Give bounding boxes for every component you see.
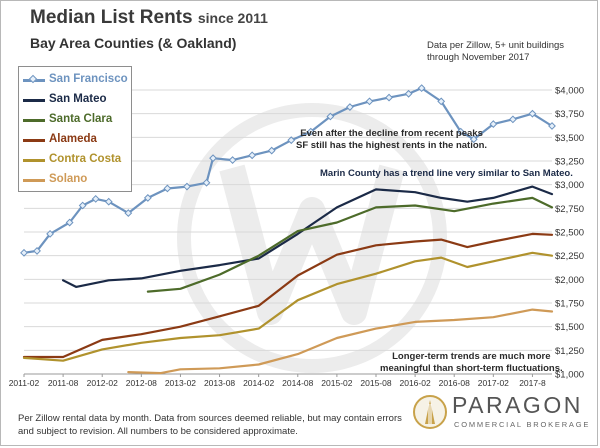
y-tick-label: $3,250: [555, 157, 584, 168]
legend-label: Alameda: [49, 133, 97, 145]
annotation-marin: Marin County has a trend line very simil…: [320, 168, 573, 180]
x-tick-label: 2013-02: [165, 378, 196, 388]
legend-item-solano: Solano: [19, 171, 133, 190]
annotation-sf-peak: Even after the decline from recent peaks…: [296, 128, 487, 152]
legend-label: Contra Costa: [49, 153, 121, 165]
annotation-long-term-line-2: meaningful than short-term fluctuations.: [380, 363, 563, 375]
legend-item-alameda: Alameda: [19, 131, 133, 150]
y-tick-label: $3,000: [555, 180, 584, 191]
legend-item-contra-costa: Contra Costa: [19, 151, 133, 170]
y-tick-label: $2,750: [555, 204, 584, 215]
annotation-long-term: Longer-term trends are much more meaning…: [380, 351, 563, 375]
y-tick-label: $3,500: [555, 133, 584, 144]
x-tick-label: 2017-8: [519, 378, 546, 388]
legend-label: Santa Clara: [49, 113, 112, 125]
legend-swatch: [23, 119, 45, 122]
x-tick-label: 2012-02: [87, 378, 118, 388]
footer-line-2: and subject to revision. All numbers to …: [18, 425, 402, 438]
legend-label: San Mateo: [49, 93, 107, 105]
legend-swatch: [23, 139, 45, 142]
annotation-sf-peak-line-1: Even after the decline from recent peaks: [296, 128, 487, 140]
legend-swatch: [23, 99, 45, 102]
x-tick-label: 2013-08: [204, 378, 235, 388]
x-tick-label: 2011-08: [48, 378, 79, 388]
x-tick-label: 2014-02: [243, 378, 274, 388]
x-tick-label: 2011-02: [9, 378, 40, 388]
x-tick-label: 2016-02: [400, 378, 431, 388]
x-tick-label: 2015-02: [321, 378, 352, 388]
legend-marker-icon: [29, 75, 37, 83]
logo-brand: PARAGON: [452, 392, 583, 419]
x-tick-label: 2017-02: [478, 378, 509, 388]
annotation-sf-peak-line-2: SF still has the highest rents in the na…: [296, 140, 487, 152]
footer-line-1: Per Zillow rental data by month. Data fr…: [18, 412, 402, 425]
y-tick-label: $1,500: [555, 322, 584, 333]
legend-swatch: [23, 159, 45, 162]
x-tick-label: 2016-08: [439, 378, 470, 388]
paragon-logo-icon: [412, 390, 448, 436]
y-tick-label: $3,750: [555, 109, 584, 120]
legend-item-san-francisco: San Francisco: [19, 71, 133, 90]
legend-swatch: [23, 79, 45, 82]
legend-item-santa-clara: Santa Clara: [19, 111, 133, 130]
y-tick-label: $4,000: [555, 86, 584, 97]
legend-item-san-mateo: San Mateo: [19, 91, 133, 110]
legend-label: San Francisco: [49, 73, 128, 85]
y-tick-label: $2,250: [555, 251, 584, 262]
footer-disclaimer: Per Zillow rental data by month. Data fr…: [18, 412, 402, 438]
y-tick-label: $2,500: [555, 228, 584, 239]
legend-label: Solano: [49, 173, 87, 185]
x-tick-label: 2015-08: [360, 378, 391, 388]
legend-swatch: [23, 179, 45, 182]
y-tick-label: $1,750: [555, 299, 584, 310]
annotation-long-term-line-1: Longer-term trends are much more: [380, 351, 563, 363]
chart-legend: San Francisco San Mateo Santa Clara Alameda…: [18, 66, 132, 192]
y-tick-label: $2,000: [555, 275, 584, 286]
paragon-logo: PARAGON COMMERCIAL BROKERAGE: [412, 390, 588, 438]
logo-tagline: COMMERCIAL BROKERAGE: [454, 420, 590, 429]
x-tick-label: 2014-08: [282, 378, 313, 388]
annotation-marin-line-1: Marin County has a trend line very simil…: [320, 168, 573, 180]
x-tick-label: 2012-08: [126, 378, 157, 388]
